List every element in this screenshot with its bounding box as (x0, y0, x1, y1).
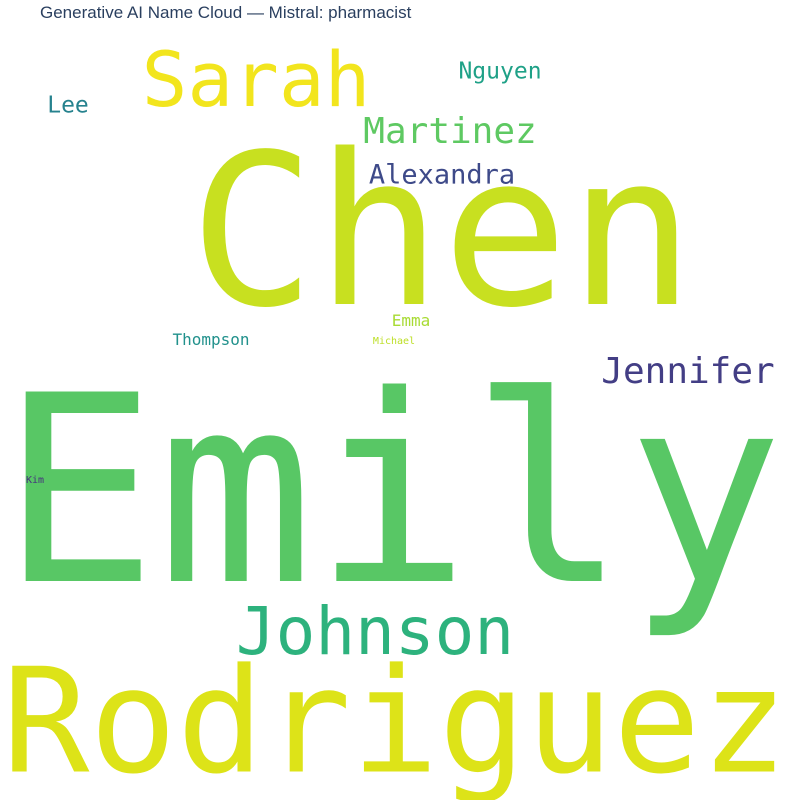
word-jennifer: Jennifer (601, 351, 775, 392)
word-lee: Lee (47, 92, 89, 119)
word-martinez: Martinez (363, 111, 537, 152)
chart-title: Generative AI Name Cloud — Mistral: phar… (40, 3, 412, 22)
word-rodriguez: Rodriguez (2, 637, 788, 800)
word-thompson: Thompson (172, 330, 250, 349)
word-johnson: Johnson (235, 593, 515, 670)
word-sarah: Sarah (141, 35, 371, 124)
word-nguyen: Nguyen (458, 58, 542, 85)
word-michael: Michael (372, 336, 416, 347)
word-kim: Kim (25, 475, 45, 486)
word-emily: Emily (0, 341, 784, 643)
word-chen: Chen (189, 109, 695, 354)
word-emma: Emma (391, 311, 431, 330)
word-alexandra: Alexandra (368, 159, 516, 191)
